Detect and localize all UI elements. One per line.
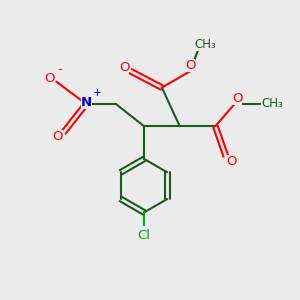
Text: CH₃: CH₃ — [261, 98, 283, 110]
Text: O: O — [52, 130, 62, 143]
Text: O: O — [226, 155, 237, 168]
Text: O: O — [45, 72, 55, 85]
Text: O: O — [119, 61, 129, 74]
Text: Cl: Cl — [138, 229, 151, 242]
Text: O: O — [185, 59, 195, 72]
Text: N: N — [80, 96, 92, 109]
Text: -: - — [57, 63, 62, 76]
Text: O: O — [232, 92, 242, 105]
Text: CH₃: CH₃ — [195, 38, 217, 51]
Text: +: + — [93, 88, 102, 98]
